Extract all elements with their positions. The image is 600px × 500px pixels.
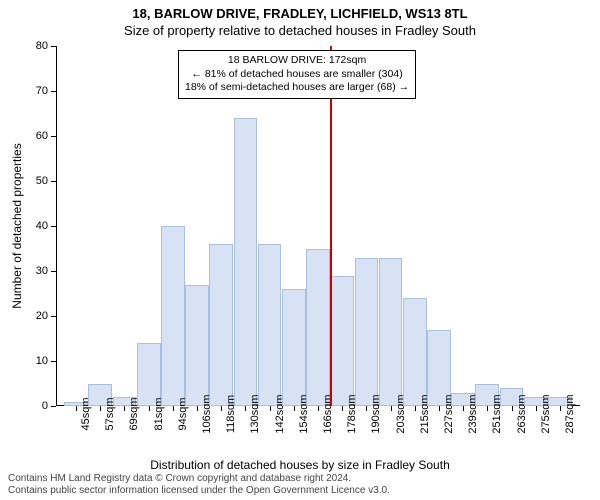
histogram-bar xyxy=(258,244,282,406)
x-tick-mark xyxy=(294,406,295,411)
x-tick-mark xyxy=(391,406,392,411)
y-tick-label: 10 xyxy=(18,355,48,367)
x-tick-mark xyxy=(197,406,198,411)
attribution-footer: Contains HM Land Registry data © Crown c… xyxy=(8,473,592,497)
y-tick-mark xyxy=(51,91,56,92)
y-tick-mark xyxy=(51,46,56,47)
x-tick-mark xyxy=(560,406,561,411)
y-tick-mark xyxy=(51,361,56,362)
x-tick-mark xyxy=(173,406,174,411)
y-tick-label: 30 xyxy=(18,265,48,277)
x-tick-mark xyxy=(512,406,513,411)
x-tick-mark xyxy=(318,406,319,411)
x-tick-mark xyxy=(439,406,440,411)
histogram-bar xyxy=(282,289,306,406)
x-tick-mark xyxy=(76,406,77,411)
x-tick-label: 287sqm xyxy=(564,394,576,433)
histogram-bar xyxy=(209,244,233,406)
x-tick-mark xyxy=(221,406,222,411)
x-tick-mark xyxy=(124,406,125,411)
footer-line-1: Contains HM Land Registry data © Crown c… xyxy=(8,473,592,485)
histogram-bar xyxy=(306,249,330,407)
y-tick-label: 50 xyxy=(18,175,48,187)
x-tick-mark xyxy=(342,406,343,411)
x-tick-mark xyxy=(366,406,367,411)
histogram-bar xyxy=(379,258,403,407)
x-axis-label: Distribution of detached houses by size … xyxy=(0,458,600,472)
reference-marker-line xyxy=(330,46,332,406)
histogram-bar xyxy=(330,276,354,407)
y-tick-mark xyxy=(51,406,56,407)
y-tick-label: 0 xyxy=(18,400,48,412)
annotation-line: 18% of semi-detached houses are larger (… xyxy=(185,81,409,95)
plot-area: 0102030405060708045sqm57sqm69sqm81sqm94s… xyxy=(56,46,580,406)
histogram-bar xyxy=(234,118,258,406)
y-tick-mark xyxy=(51,226,56,227)
x-tick-mark xyxy=(463,406,464,411)
histogram-bar xyxy=(185,285,209,407)
chart-title-address: 18, BARLOW DRIVE, FRADLEY, LICHFIELD, WS… xyxy=(0,0,600,21)
y-axis-spine xyxy=(56,46,57,406)
histogram-bar xyxy=(403,298,427,406)
chart-subtitle: Size of property relative to detached ho… xyxy=(0,21,600,38)
y-tick-mark xyxy=(51,316,56,317)
y-tick-mark xyxy=(51,136,56,137)
histogram-bar xyxy=(161,226,185,406)
annotation-line: 18 BARLOW DRIVE: 172sqm xyxy=(185,54,409,68)
x-tick-mark xyxy=(270,406,271,411)
annotation-box: 18 BARLOW DRIVE: 172sqm← 81% of detached… xyxy=(178,50,416,99)
y-tick-mark xyxy=(51,181,56,182)
y-tick-label: 70 xyxy=(18,85,48,97)
y-tick-label: 80 xyxy=(18,40,48,52)
histogram-bar xyxy=(355,258,379,407)
chart-container: 18, BARLOW DRIVE, FRADLEY, LICHFIELD, WS… xyxy=(0,0,600,500)
x-tick-mark xyxy=(149,406,150,411)
footer-line-2: Contains public sector information licen… xyxy=(8,485,592,497)
x-tick-mark xyxy=(415,406,416,411)
y-tick-label: 60 xyxy=(18,130,48,142)
annotation-line: ← 81% of detached houses are smaller (30… xyxy=(185,68,409,82)
y-tick-mark xyxy=(51,271,56,272)
x-tick-mark xyxy=(245,406,246,411)
x-tick-mark xyxy=(100,406,101,411)
y-tick-label: 20 xyxy=(18,310,48,322)
x-tick-mark xyxy=(536,406,537,411)
y-tick-label: 40 xyxy=(18,220,48,232)
x-tick-mark xyxy=(487,406,488,411)
